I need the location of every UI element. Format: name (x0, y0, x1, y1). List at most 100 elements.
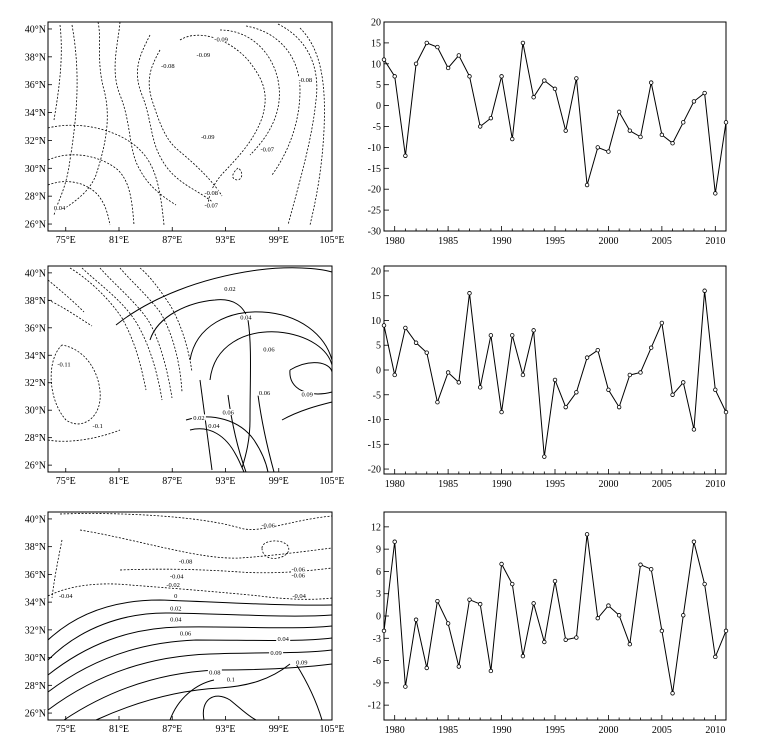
x-ticks-a: 75°E 81°E 87°E 93°E 99°E 105°E (56, 227, 345, 246)
y-tick-label: -6 (373, 656, 381, 667)
x-tick-label: 2000 (598, 479, 618, 490)
contour-label-bg (223, 675, 238, 682)
x-tick-label: 1980 (385, 236, 405, 247)
contour-label-bg (276, 635, 291, 642)
data-point (627, 372, 633, 378)
contour-label-bg (204, 201, 219, 208)
data-point (595, 347, 600, 353)
y-tick-label: 3 (376, 589, 381, 600)
contour-label: 0.02 (170, 606, 181, 613)
y-tick-label: 26°N (25, 220, 46, 231)
y-tick-label: 30°N (25, 653, 46, 664)
y-tick-label: 38°N (25, 542, 46, 553)
contour-label-bg (200, 133, 215, 140)
data-point (413, 617, 419, 622)
contour-label: -0.06 (261, 522, 275, 529)
contour-label: -0.04 (292, 593, 306, 600)
data-point (638, 134, 643, 140)
data-point (467, 291, 472, 296)
x-tick-label: 2010 (705, 479, 725, 490)
x-tick-label: 87°E (162, 476, 182, 487)
contour-label: 0.06 (263, 346, 275, 353)
contour-labels-a: -0.09 -0.09 -0.08 -0.08 -0.09 -0.07 -0.08 -0.07… (52, 36, 313, 212)
x-tick-label: 1985 (438, 236, 458, 247)
y-tick-label: 40°N (25, 268, 46, 279)
data-point (691, 539, 697, 544)
y-tick-label: -20 (368, 185, 381, 196)
y-tick-label: 34°N (25, 108, 46, 119)
contour-label-bg (160, 62, 175, 69)
contour-label-bg (168, 592, 183, 599)
contour-label-bg (269, 649, 284, 656)
data-point (713, 387, 718, 393)
y-tick-label: 36°N (25, 80, 46, 91)
contour-label: -0.11 (57, 361, 70, 368)
contour-label-bg (56, 360, 71, 367)
y-tick-label: -12 (368, 701, 381, 712)
x-tick-label: 1985 (438, 479, 458, 490)
data-point (552, 86, 558, 92)
data-point (606, 149, 611, 154)
contour-label: 0.09 (296, 660, 307, 667)
data-point (691, 99, 697, 104)
x-tick-label: 99°E (269, 476, 289, 487)
data-point (424, 350, 429, 355)
data-point (499, 409, 504, 415)
data-point (574, 76, 579, 81)
data-point (424, 665, 429, 671)
y-ticks-c: 40°N 38°N 36°N 34°N 32°N 30°N 28°N 26°N (25, 268, 52, 472)
series-f (381, 532, 729, 696)
y-tick-label: 15 (371, 38, 381, 49)
x-tick-label: 75°E (56, 235, 76, 246)
y-tick-label: 28°N (25, 433, 46, 444)
contour-label: -0.08 (179, 558, 193, 565)
contour-label-bg (169, 573, 184, 580)
data-point (713, 654, 718, 660)
x-tick-label: 75°E (56, 724, 76, 735)
y-tick-label: -25 (368, 206, 381, 217)
x-tick-label: 1980 (385, 479, 405, 490)
map-panel-e: -0.06-0.08-0.06-0.04 -0.06-0.02-0.04-0.04… (25, 511, 345, 735)
y-tick-label: 26°N (25, 461, 46, 472)
contour-label-bg (238, 314, 253, 321)
data-point (659, 132, 665, 138)
x-tick-label: 93°E (215, 724, 235, 735)
y-ticks-b: 20 15 10 5 0 -5 -10 -15 -20 -25 -30 (368, 18, 389, 238)
contour-label: 0.02 (193, 415, 204, 422)
y-tick-label: 12 (371, 522, 381, 533)
line-panel-b: 1980 1985 1990 1995 2000 2005 2010 20151050-5-… (368, 18, 729, 247)
y-tick-label: 32°N (25, 625, 46, 636)
data-point (627, 128, 633, 133)
map-frame-a (47, 21, 333, 232)
data-point (616, 613, 622, 618)
x-tick-label: 81°E (109, 476, 129, 487)
y-tick-label: -20 (368, 465, 381, 476)
data-point (670, 141, 675, 146)
y-tick-label: 40°N (25, 24, 46, 35)
y-tick-label: 0 (376, 366, 381, 377)
contour-label: 0.08 (209, 669, 220, 676)
plot-frame-b (383, 21, 727, 232)
y-tick-label: 10 (371, 316, 381, 327)
y-tick-label: -15 (368, 164, 381, 175)
data-point (467, 597, 472, 602)
data-point (445, 370, 451, 375)
data-point (381, 323, 387, 328)
contour-label-bg (206, 422, 221, 429)
x-tick-label: 81°E (109, 235, 129, 246)
y-tick-label: 5 (376, 341, 381, 352)
y-tick-label: 0 (376, 101, 381, 112)
x-tick-label: 1990 (492, 236, 512, 247)
x-tick-label: 105°E (319, 724, 344, 735)
data-point (499, 74, 504, 79)
x-tick-label: 2005 (652, 236, 672, 247)
contour-label-bg (294, 659, 309, 666)
data-point (381, 57, 387, 62)
data-point (638, 562, 643, 567)
y-ticks-a: 40°N 38°N 36°N 34°N 32°N 30°N 28°N 26°N (25, 24, 52, 231)
x-tick-label: 93°E (215, 235, 235, 246)
x-tick-label: 1995 (545, 725, 565, 736)
x-ticks-b: 1980 1985 1990 1995 2000 2005 2010 (383, 226, 727, 247)
contour-label: 0.09 (270, 650, 281, 657)
data-point (510, 581, 515, 587)
